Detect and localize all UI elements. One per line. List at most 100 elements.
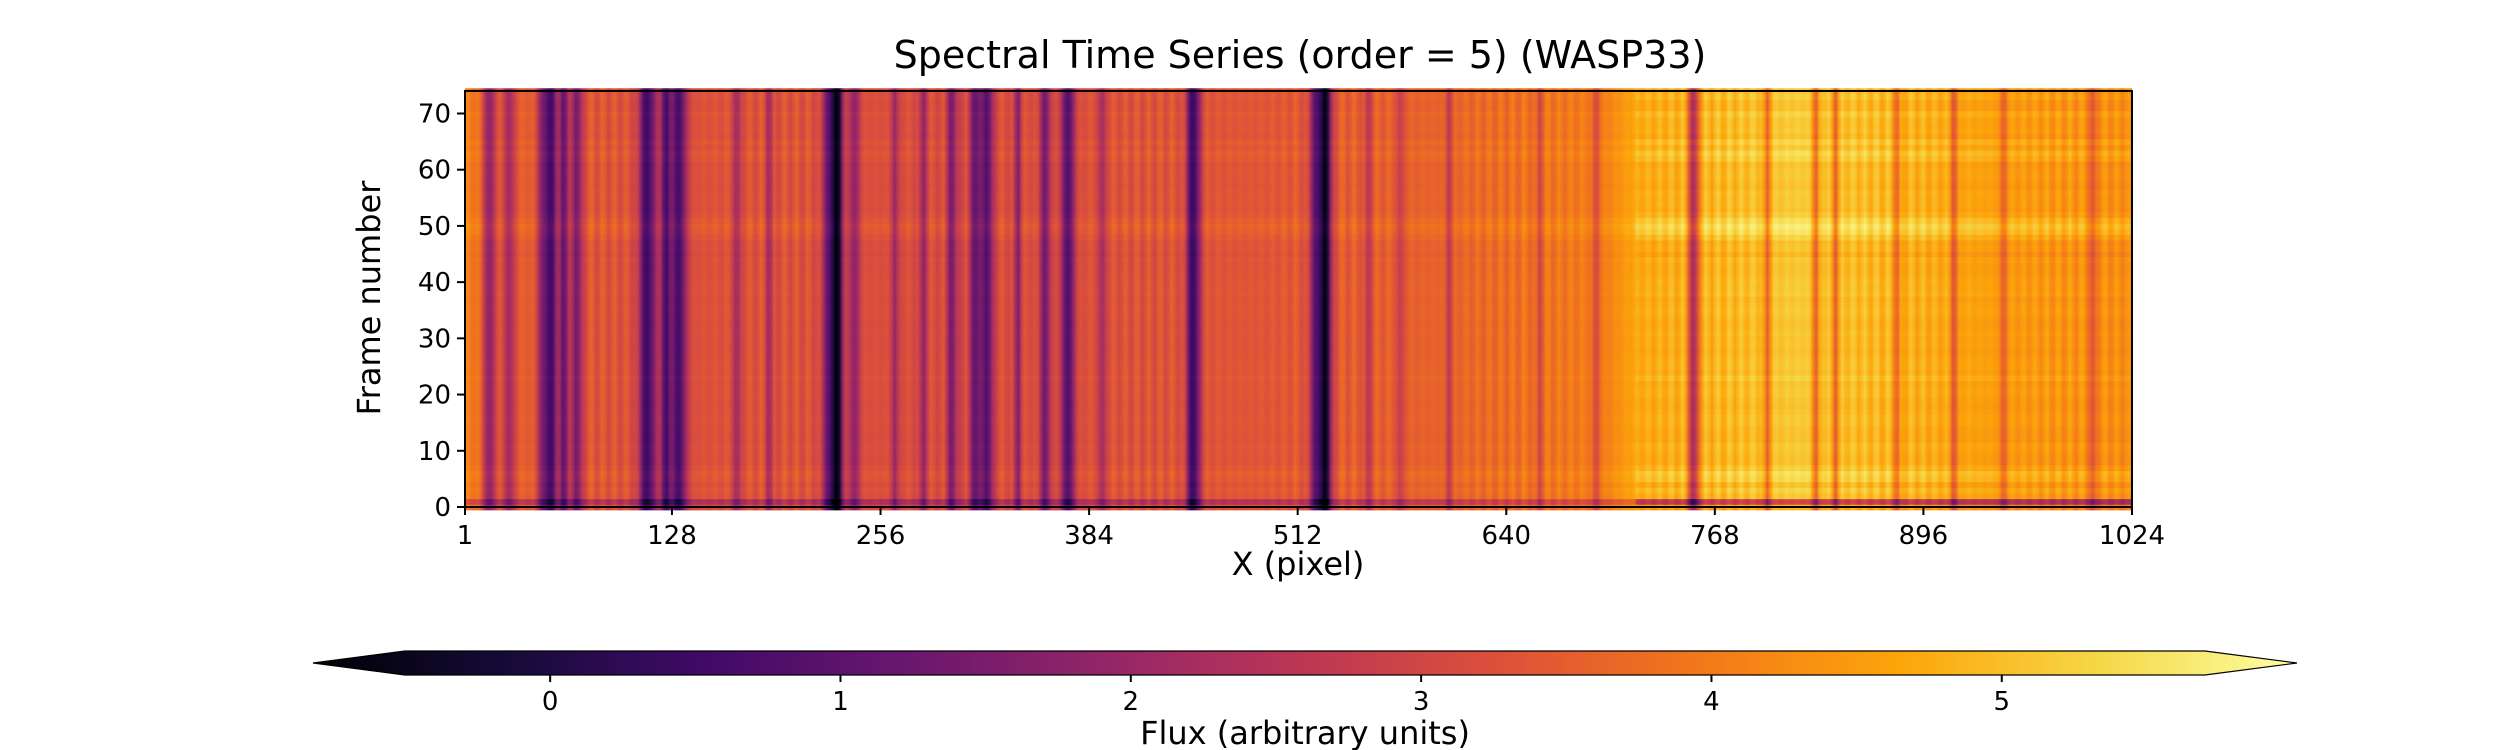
- heatmap-row: [465, 492, 2132, 500]
- heatmap-row: [465, 408, 2132, 415]
- heatmap-row: [465, 403, 2132, 410]
- x-tick-label: 768: [1690, 521, 1740, 551]
- heatmap-row: [465, 105, 2132, 112]
- colorbar-tick-label: 0: [542, 687, 559, 717]
- heatmap-row: [465, 234, 2132, 241]
- x-axis-label: X (pixel): [1232, 545, 1365, 583]
- colorbar-tick-label: 4: [1703, 687, 1720, 717]
- heatmap-row: [465, 307, 2132, 314]
- y-axis: 0 10 20 30 40 50 60 70: [418, 99, 465, 523]
- heatmap-row: [465, 464, 2132, 472]
- heatmap-plot-area: [464, 88, 2133, 511]
- heatmap-row: [465, 166, 2132, 174]
- heatmap-row: [465, 481, 2132, 488]
- heatmap-row: [465, 341, 2132, 348]
- colorbar-ticks: 0 1 2 3 4 5: [542, 675, 2010, 717]
- heatmap-row: [465, 498, 2132, 505]
- y-tick-label: 70: [418, 99, 451, 129]
- heatmap-row: [465, 329, 2132, 337]
- colorbar-label: Flux (arbitrary units): [1140, 714, 1470, 750]
- x-tick-label: 896: [1899, 521, 1949, 551]
- y-tick-label: 40: [418, 268, 451, 298]
- heatmap-row: [465, 448, 2132, 455]
- heatmap-row: [465, 369, 2132, 376]
- heatmap-row: [465, 211, 2132, 219]
- heatmap-row: [465, 121, 2132, 129]
- heatmap-row: [465, 391, 2132, 398]
- y-tick-label: 10: [418, 437, 451, 467]
- x-tick-label: 640: [1481, 521, 1531, 551]
- x-axis: 1 128 256 384 512 640 768 896 1024: [457, 507, 2165, 551]
- x-tick-label: 128: [647, 521, 697, 551]
- heatmap-row: [465, 284, 2132, 292]
- heatmap-row: [465, 116, 2132, 123]
- colorbar-tick-label: 5: [1994, 687, 2011, 717]
- heatmap-row: [465, 419, 2132, 427]
- heatmap-row: [465, 335, 2132, 342]
- heatmap-row: [465, 161, 2132, 168]
- heatmap-row: [465, 206, 2132, 213]
- heatmap-row: [465, 262, 2132, 269]
- y-tick-label: 50: [418, 212, 451, 242]
- heatmap-row: [465, 363, 2132, 370]
- heatmap-row: [465, 195, 2132, 202]
- colorbar-tick-label: 1: [832, 687, 849, 717]
- x-tick-label: 384: [1064, 521, 1114, 551]
- colorbar-gradient: [312, 650, 2298, 676]
- heatmap-row: [465, 346, 2132, 353]
- heatmap-row: [465, 99, 2132, 106]
- y-tick-label: 30: [418, 324, 451, 354]
- heatmap-row: [465, 442, 2132, 449]
- heatmap-row: [465, 189, 2132, 196]
- heatmap-row: [465, 470, 2132, 477]
- heatmap-row: [465, 228, 2132, 235]
- heatmap-row: [465, 217, 2132, 224]
- heatmap-row: [465, 324, 2132, 331]
- heatmap-row: [465, 380, 2132, 387]
- x-tick-label: 256: [856, 521, 906, 551]
- heatmap-row: [465, 476, 2132, 483]
- y-tick-label: 0: [434, 493, 451, 523]
- heatmap-row: [465, 178, 2132, 185]
- heatmap-row: [465, 200, 2132, 207]
- heatmap-row: [465, 296, 2132, 303]
- heatmap-row: [465, 453, 2132, 460]
- colorbar-tick-label: 3: [1413, 687, 1430, 717]
- heatmap-row: [465, 273, 2132, 280]
- heatmap-rows: [465, 88, 2132, 511]
- heatmap-row: [465, 155, 2132, 162]
- colorbar-tick-label: 2: [1123, 687, 1140, 717]
- y-tick-label: 60: [418, 156, 451, 186]
- heatmap-row: [465, 251, 2132, 258]
- heatmap-row: [465, 133, 2132, 140]
- chart-title: Spectral Time Series (order = 5) (WASP33…: [894, 33, 1707, 77]
- heatmap-row: [465, 290, 2132, 297]
- heatmap-row: [465, 144, 2132, 151]
- heatmap-row: [465, 436, 2132, 443]
- heatmap-row: [465, 487, 2132, 494]
- heatmap-row: [465, 93, 2132, 100]
- heatmap-row: [465, 386, 2132, 393]
- heatmap-row: [465, 223, 2132, 230]
- y-tick-label: 20: [418, 381, 451, 411]
- x-tick-label: 1: [457, 521, 474, 551]
- heatmap-row: [465, 318, 2132, 325]
- y-axis-label: Frame number: [350, 180, 388, 416]
- heatmap-row: [465, 459, 2132, 466]
- heatmap-row: [465, 301, 2132, 308]
- heatmap-row: [465, 172, 2132, 179]
- colorbar: 0 1 2 3 4 5: [312, 650, 2298, 717]
- heatmap-row: [465, 397, 2132, 404]
- heatmap-row: [465, 127, 2132, 134]
- heatmap-row: [465, 374, 2132, 382]
- heatmap-row: [465, 431, 2132, 438]
- heatmap-row: [465, 183, 2132, 190]
- heatmap-row: [465, 268, 2132, 275]
- heatmap-row: [465, 256, 2132, 264]
- heatmap-row: [465, 240, 2132, 247]
- heatmap-row: [465, 414, 2132, 421]
- heatmap-row: [465, 279, 2132, 286]
- heatmap-row: [465, 138, 2132, 145]
- x-tick-label: 512: [1273, 521, 1323, 551]
